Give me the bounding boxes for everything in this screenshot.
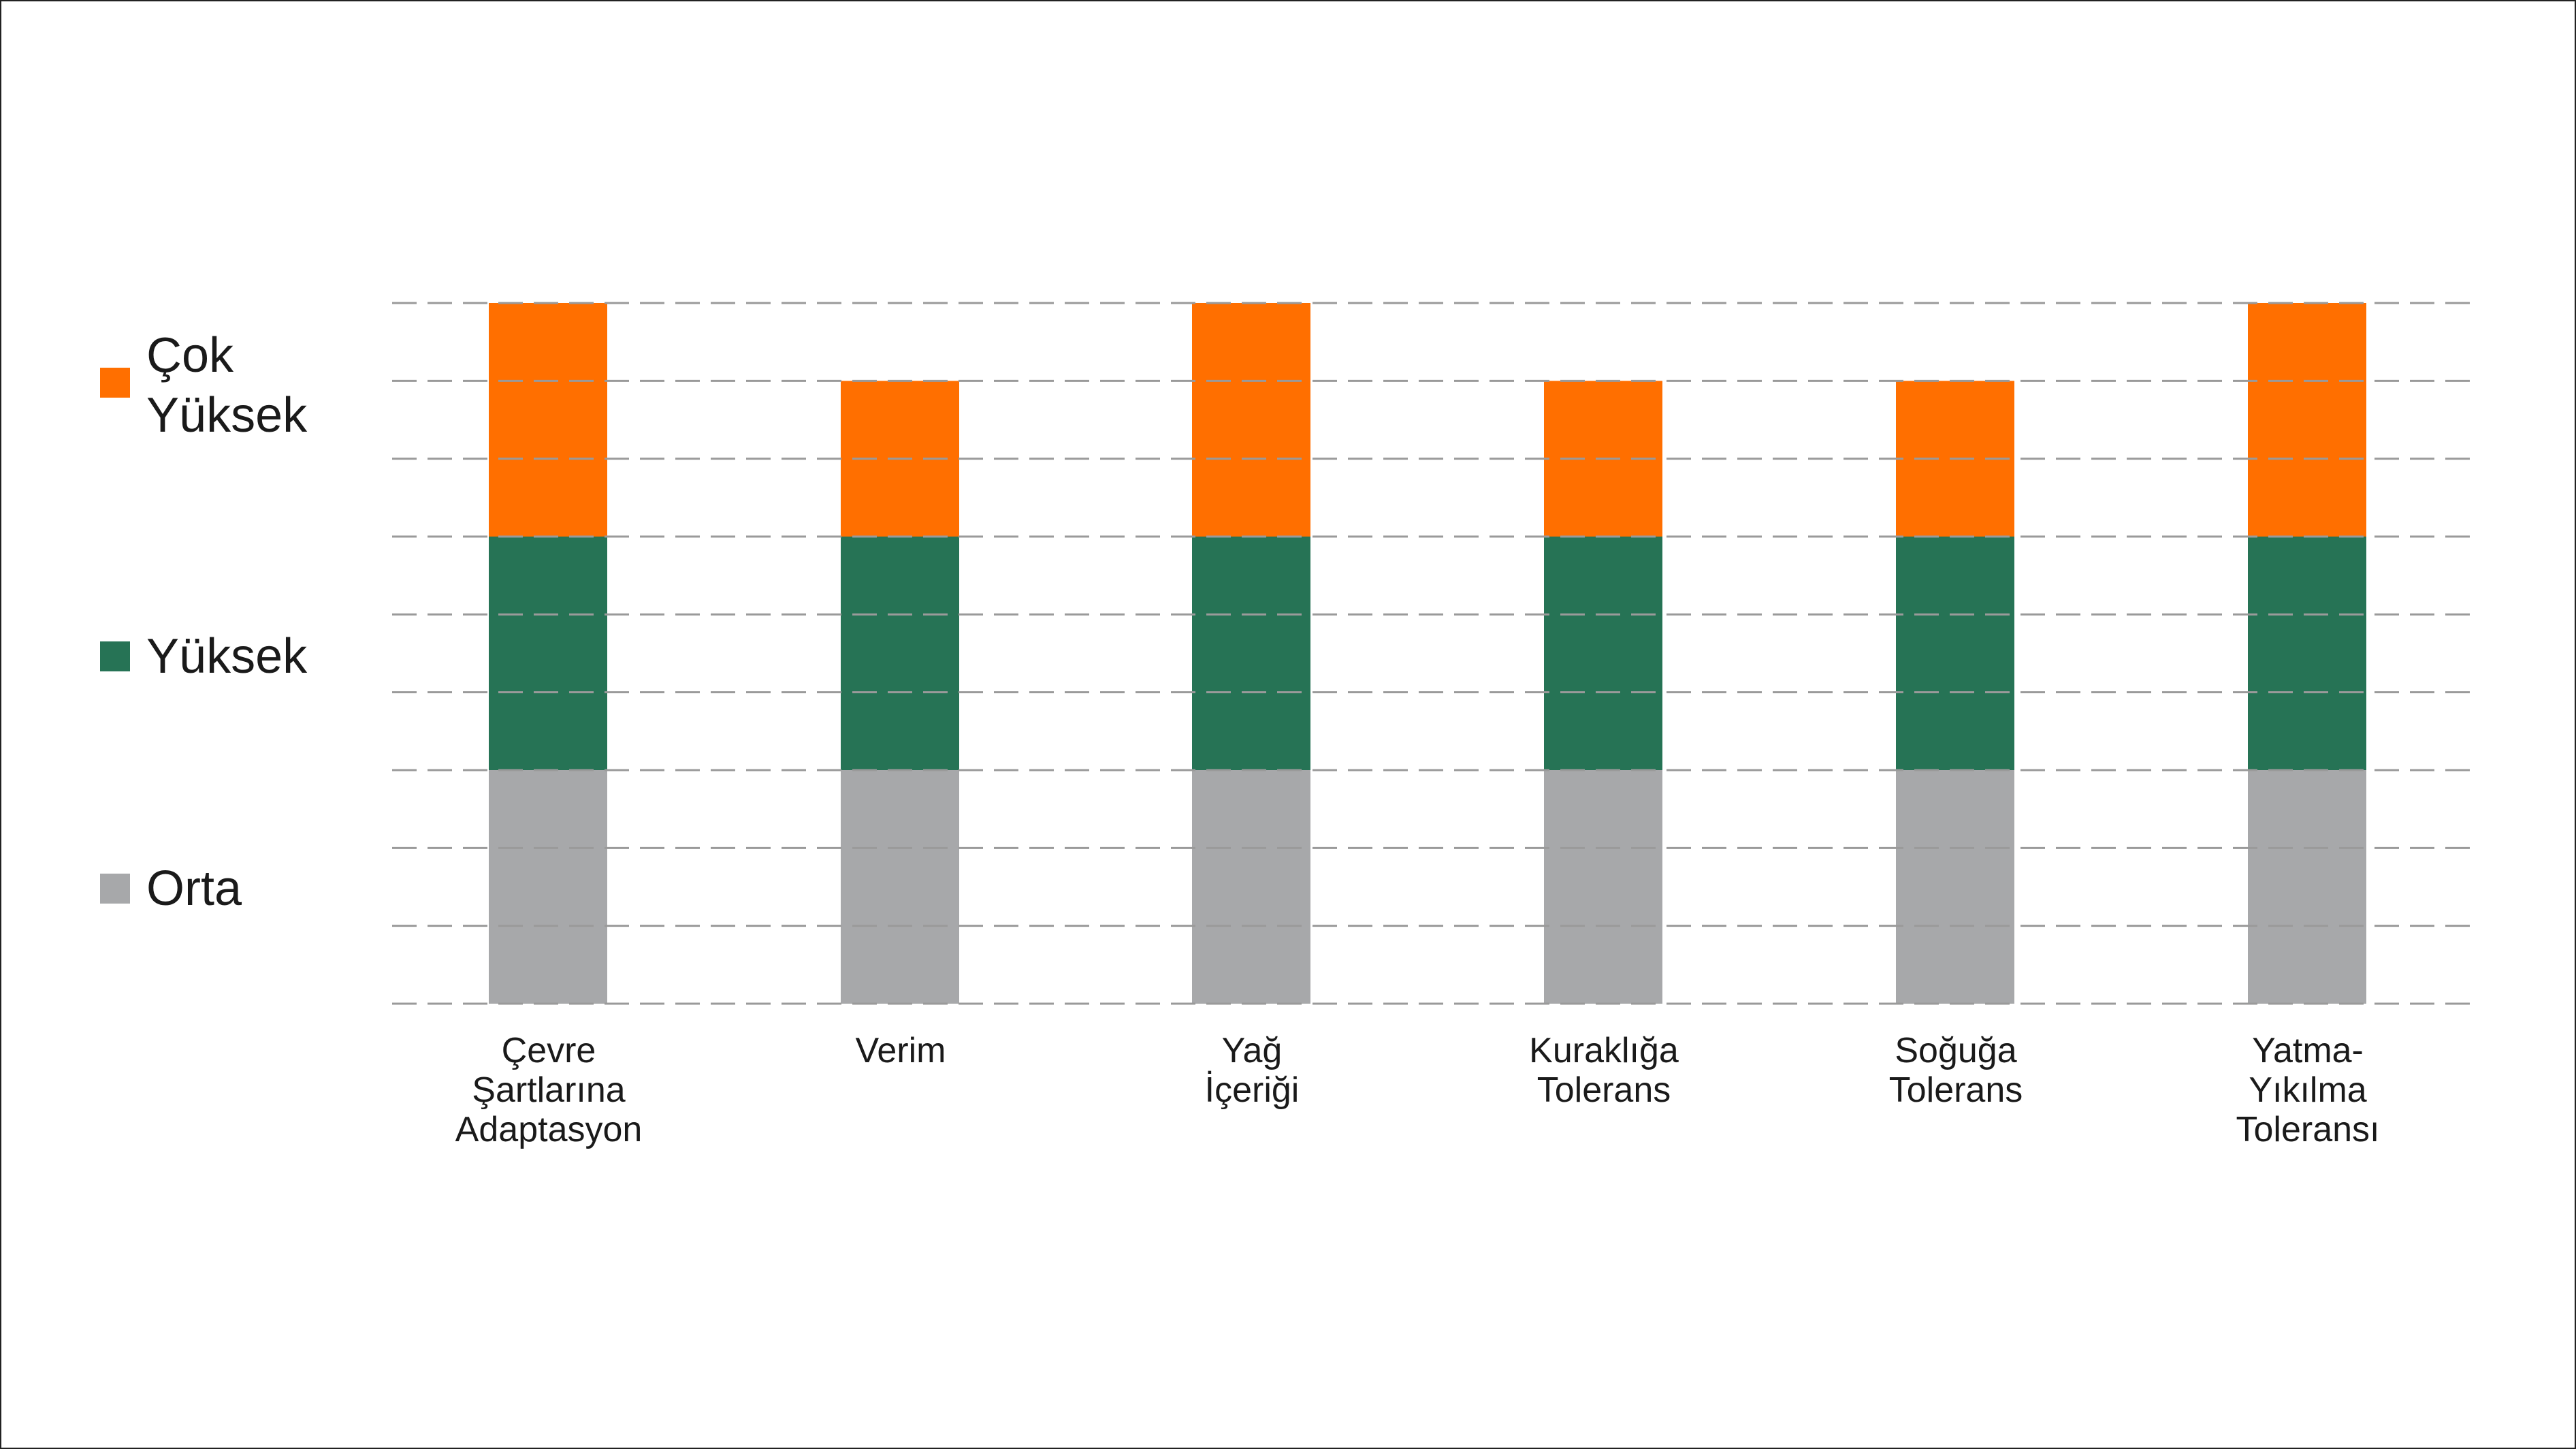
legend-swatch-cok-yuksek (100, 368, 130, 398)
legend-label-cok-yuksek: Çok Yüksek (146, 328, 308, 443)
x-tick-label-verim: Verim (855, 1031, 946, 1070)
legend-label-orta: Orta (146, 861, 242, 916)
bar-segment-3-series-2 (1192, 537, 1310, 770)
bar-segment-1-series-1 (489, 770, 607, 1004)
legend-swatch-orta (100, 874, 130, 904)
x-tick-label-yatma-yikilma-toleransi: Yatma- Yıkılma Toleransı (2236, 1031, 2380, 1149)
bar-segment-2-series-2 (841, 537, 959, 770)
bar-segment-1-series-3 (489, 303, 607, 537)
legend-label-yuksek: Yüksek (146, 629, 308, 684)
x-tick-label-kurakliga-tolerans: Kuraklığa Tolerans (1529, 1031, 1679, 1110)
bar-segment-6-series-2 (2248, 537, 2366, 770)
bar-segment-4-series-1 (1544, 770, 1662, 1004)
bar-segment-4-series-2 (1544, 537, 1662, 770)
legend-swatch-yuksek (100, 641, 130, 671)
bar-segment-5-series-2 (1896, 537, 2014, 770)
bar-segment-3-series-1 (1192, 770, 1310, 1004)
bar-segment-3-series-3 (1192, 303, 1310, 537)
x-tick-label-soguga-tolerans: Soğuğa Tolerans (1888, 1031, 2023, 1110)
x-tick-label-yag-icerigi: Yağ İçeriği (1204, 1031, 1300, 1110)
bar-segment-6-series-3 (2248, 303, 2366, 537)
x-tick-label-cevre-sartlarina-adaptasyon: Çevre Şartlarına Adaptasyon (455, 1031, 643, 1149)
bar-segment-6-series-1 (2248, 770, 2366, 1004)
bar-segment-1-series-2 (489, 537, 607, 770)
bar-segment-5-series-1 (1896, 770, 2014, 1004)
bar-segment-2-series-1 (841, 770, 959, 1004)
